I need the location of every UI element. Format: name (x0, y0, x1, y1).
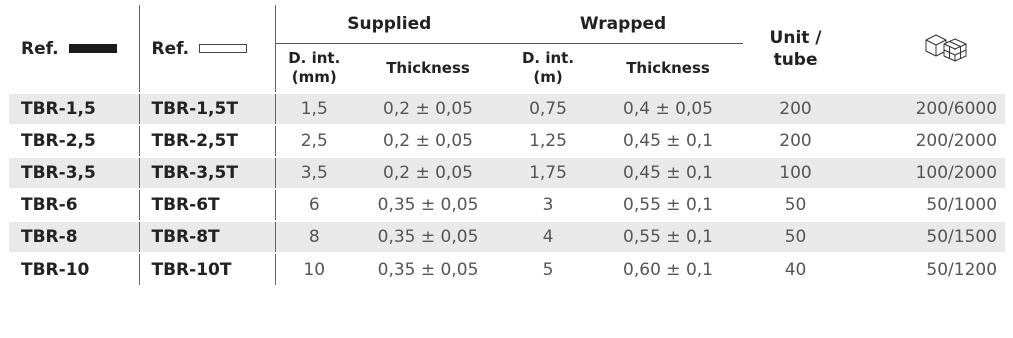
wrapped-dint-line1: D. int. (521, 48, 575, 67)
supplied-dint-cell: 1,5 (274, 92, 353, 125)
boxes-icon (924, 30, 970, 67)
packaging-cell: 200/6000 (848, 92, 1006, 125)
wrapped-dint-line2: (m) (533, 67, 563, 86)
packaging-cell: 50/1000 (848, 188, 1006, 221)
unit-per-tube-cell: 40 (743, 252, 849, 285)
ref-solid-label: Ref. (21, 38, 59, 59)
solid-tube-swatch-icon (68, 44, 117, 53)
supplied-group-header: Supplied (274, 5, 504, 44)
supplied-thickness-cell: 0,35 ± 0,05 (353, 252, 504, 285)
packaging-cell: 50/1500 (848, 220, 1006, 253)
supplied-thickness-cell: 0,2 ± 0,05 (353, 156, 504, 189)
supplied-dint-line2: (mm) (291, 67, 337, 86)
ref-t-cell: TBR-10T (138, 252, 275, 285)
unit-label-line2: tube (773, 49, 818, 70)
wrapped-dint-cell: 1,75 (503, 156, 594, 189)
wrapped-thickness-header: Thickness (626, 58, 710, 77)
supplied-thickness-cell: 0,35 ± 0,05 (353, 220, 504, 253)
supplied-thickness-cell: 0,2 ± 0,05 (353, 92, 504, 125)
unit-per-tube-cell: 50 (743, 220, 849, 253)
packaging-header (848, 5, 1005, 93)
supplied-dint-header: D. int. (mm) (274, 43, 353, 93)
ref-t-cell: TBR-2,5T (138, 124, 275, 157)
wrapped-thickness-cell: 0,45 ± 0,1 (593, 124, 744, 157)
unit-label-line1: Unit / (769, 27, 822, 48)
packaging-cell: 200/2000 (848, 124, 1006, 157)
ref-cell: TBR-6 (9, 188, 139, 221)
unit-per-tube-cell: 50 (743, 188, 849, 221)
unit-per-tube-cell: 200 (743, 124, 849, 157)
supplied-dint-cell: 8 (274, 220, 353, 253)
ref-hollow-label: Ref. (151, 38, 190, 59)
wrapped-dint-cell: 1,25 (503, 124, 594, 157)
wrapped-thickness-cell: 0,60 ± 0,1 (593, 252, 744, 285)
supplied-dint-cell: 3,5 (274, 156, 353, 189)
wrapped-thickness-cell: 0,55 ± 0,1 (593, 188, 744, 221)
supplied-thickness-cell: 0,2 ± 0,05 (353, 124, 504, 157)
table-row: TBR-8 TBR-8T 8 0,35 ± 0,05 4 0,55 ± 0,1 … (9, 220, 1006, 253)
supplied-thickness-cell: 0,35 ± 0,05 (353, 188, 504, 221)
supplied-dint-cell: 6 (274, 188, 353, 221)
table-row: TBR-6 TBR-6T 6 0,35 ± 0,05 3 0,55 ± 0,1 … (9, 188, 1006, 221)
wrapped-group-header: Wrapped (503, 5, 744, 44)
ref-cell: TBR-1,5 (9, 92, 139, 125)
ref-cell: TBR-2,5 (9, 124, 139, 157)
ref-t-cell: TBR-6T (138, 188, 275, 221)
ref-t-cell: TBR-8T (138, 220, 275, 253)
hollow-tube-swatch-icon (199, 44, 248, 53)
wrapped-thickness-cell: 0,4 ± 0,05 (593, 92, 744, 125)
supplied-dint-cell: 2,5 (274, 124, 353, 157)
spec-table: Ref. Ref. Supplied Wrapped Unit / tube (9, 5, 1006, 285)
wrapped-dint-cell: 3 (503, 188, 594, 221)
wrapped-thickness-cell: 0,45 ± 0,1 (593, 156, 744, 189)
ref-cell: TBR-10 (9, 252, 139, 285)
unit-per-tube-cell: 100 (743, 156, 849, 189)
supplied-dint-cell: 10 (274, 252, 353, 285)
ref-t-cell: TBR-1,5T (138, 92, 275, 125)
ref-cell: TBR-3,5 (9, 156, 139, 189)
ref-t-cell: TBR-3,5T (138, 156, 275, 189)
table-row: TBR-2,5 TBR-2,5T 2,5 0,2 ± 0,05 1,25 0,4… (9, 124, 1006, 157)
table-row: TBR-10 TBR-10T 10 0,35 ± 0,05 5 0,60 ± 0… (9, 252, 1006, 285)
wrapped-dint-header: D. int. (m) (503, 43, 593, 93)
wrapped-thickness-cell: 0,55 ± 0,1 (593, 220, 744, 253)
ref-hollow-header: Ref. (138, 5, 275, 93)
wrapped-dint-cell: 5 (503, 252, 594, 285)
header-row-groups: Ref. Ref. Supplied Wrapped Unit / tube (9, 5, 1005, 93)
packaging-cell: 50/1200 (848, 252, 1006, 285)
supplied-dint-line1: D. int. (288, 48, 341, 67)
header-row-subcolumns: D. int. (mm) Thickness D. int. (m) Thickne… (9, 43, 1005, 93)
packaging-cell: 100/2000 (848, 156, 1006, 189)
ref-solid-header: Ref. (9, 5, 139, 93)
wrapped-dint-cell: 0,75 (503, 92, 594, 125)
unit-per-tube-cell: 200 (743, 92, 849, 125)
ref-cell: TBR-8 (9, 220, 139, 253)
table-row: TBR-1,5 TBR-1,5T 1,5 0,2 ± 0,05 0,75 0,4… (9, 92, 1006, 125)
table-row: TBR-3,5 TBR-3,5T 3,5 0,2 ± 0,05 1,75 0,4… (9, 156, 1006, 189)
wrapped-dint-cell: 4 (503, 220, 594, 253)
unit-per-tube-header: Unit / tube (743, 5, 848, 93)
supplied-thickness-header: Thickness (386, 58, 470, 77)
